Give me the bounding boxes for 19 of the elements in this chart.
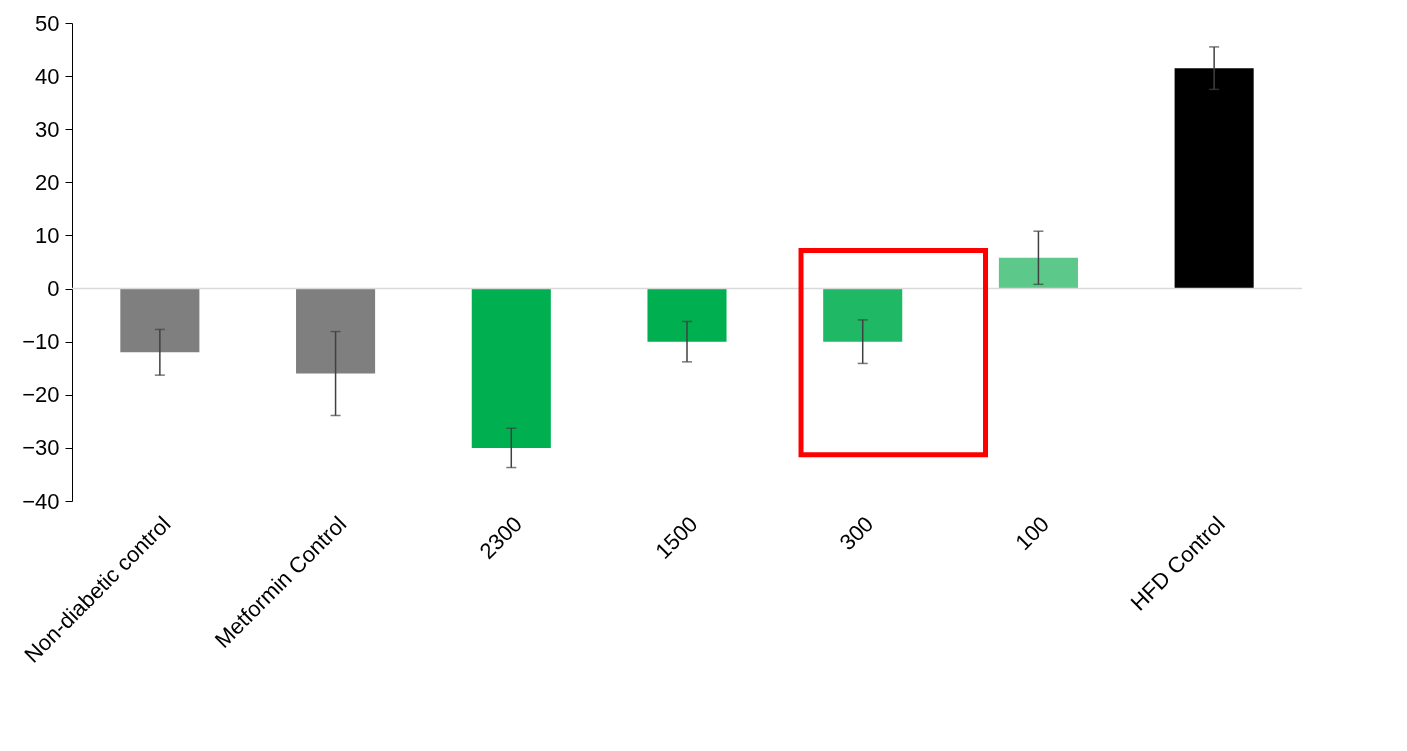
bar bbox=[296, 288, 376, 374]
y-tick-label: 50 bbox=[35, 10, 60, 36]
x-tick-label: 100 bbox=[1010, 511, 1054, 556]
y-tick-label: 0 bbox=[47, 276, 60, 302]
y-tick-label: −10 bbox=[22, 329, 60, 355]
bar bbox=[998, 257, 1078, 289]
bar bbox=[1174, 68, 1254, 289]
y-tick-label: 40 bbox=[35, 63, 60, 89]
y-tick-label: −30 bbox=[22, 435, 60, 461]
y-tick-label: 30 bbox=[35, 116, 60, 142]
x-tick-label: 300 bbox=[834, 511, 879, 556]
y-tick-label: 20 bbox=[35, 169, 60, 195]
bar bbox=[823, 288, 903, 342]
y-tick-label: −40 bbox=[22, 488, 60, 514]
bar bbox=[471, 288, 551, 448]
y-tick-label: −20 bbox=[22, 382, 60, 408]
bar bbox=[647, 288, 727, 342]
y-tick-label: 10 bbox=[35, 222, 60, 248]
bar bbox=[120, 288, 200, 353]
